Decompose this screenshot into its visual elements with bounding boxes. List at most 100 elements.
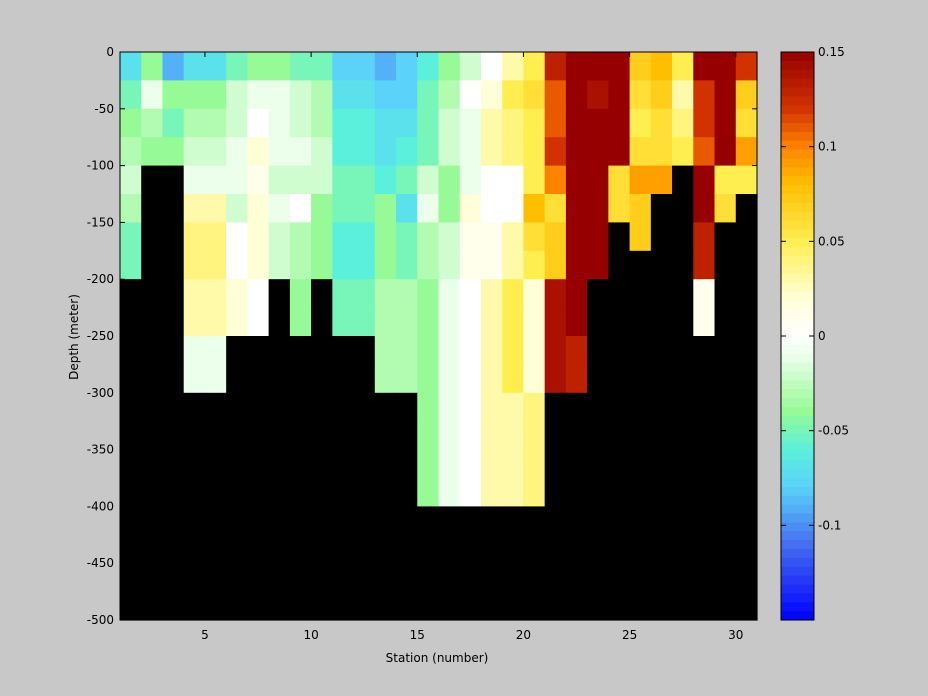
heatmap-cell (311, 80, 333, 110)
heatmap-cell (565, 52, 588, 81)
heatmap-cell (693, 478, 716, 507)
heatmap-cell (672, 250, 694, 280)
heatmap-cell (141, 194, 164, 223)
heatmap-cell (480, 250, 503, 280)
heatmap-cell (438, 137, 461, 167)
heatmap-cell (629, 336, 652, 365)
heatmap-cell (226, 591, 248, 621)
heatmap-cell (608, 250, 631, 280)
heatmap-cell (183, 364, 206, 394)
heatmap-cell (374, 449, 397, 479)
heatmap-cell (459, 250, 482, 280)
heatmap-cell (523, 392, 546, 422)
heatmap-cell (480, 534, 503, 564)
heatmap-cell (162, 421, 185, 451)
heatmap-cell (629, 506, 652, 536)
heatmap-cell (735, 137, 758, 167)
heatmap-cell (565, 222, 588, 252)
heatmap-cell (183, 563, 206, 593)
heatmap-cell (523, 52, 546, 81)
heatmap-cell (268, 165, 291, 195)
heatmap-cell (204, 108, 227, 138)
colorbar-segment (781, 540, 814, 550)
heatmap-cell (289, 108, 312, 138)
heatmap-cell (226, 478, 248, 507)
heatmap-cell (204, 392, 227, 422)
heatmap-cell (204, 165, 227, 195)
heatmap-cell (459, 534, 482, 564)
x-tick-label: 5 (201, 628, 209, 642)
heatmap-cell (459, 563, 482, 593)
heatmap-cell (332, 449, 355, 479)
colorbar-tick-label: 0 (818, 329, 826, 343)
heatmap-cell (735, 506, 758, 536)
heatmap-cell (565, 307, 588, 337)
colorbar-segment (781, 504, 814, 515)
heatmap-cell (523, 478, 546, 507)
heatmap-cell (353, 506, 376, 536)
heatmap-cell (480, 478, 503, 507)
heatmap-cell (141, 336, 164, 365)
heatmap-cell (459, 449, 482, 479)
heatmap-cell (650, 591, 673, 621)
heatmap-cell (523, 194, 546, 223)
heatmap-cell (396, 165, 418, 195)
heatmap-cell (480, 222, 503, 252)
heatmap-cell (226, 222, 248, 252)
heatmap-cell (693, 222, 716, 252)
colorbar-segment (781, 575, 814, 586)
heatmap-cell (289, 392, 312, 422)
heatmap-cell (629, 222, 652, 252)
heatmap-cell (332, 591, 355, 621)
heatmap-cell (502, 222, 525, 252)
heatmap-cell (268, 591, 291, 621)
colorbar-segment (781, 291, 814, 302)
heatmap-cell (120, 137, 142, 167)
heatmap-cell (332, 250, 355, 280)
heatmap-cell (332, 108, 355, 138)
y-tick-label: -500 (87, 613, 114, 627)
heatmap-cell (629, 250, 652, 280)
heatmap-cell (204, 307, 227, 337)
heatmap-cell (289, 364, 312, 394)
heatmap-cell (459, 392, 482, 422)
heatmap-cell (587, 478, 609, 507)
heatmap-cell (629, 80, 652, 110)
heatmap-cell (247, 534, 270, 564)
heatmap-cell (502, 137, 525, 167)
heatmap-cell (204, 591, 227, 621)
heatmap-cell (502, 364, 525, 394)
heatmap-cell (565, 563, 588, 593)
heatmap-cell (714, 478, 737, 507)
heatmap-cell (247, 307, 270, 337)
heatmap-cell (629, 52, 652, 81)
heatmap-cell (226, 364, 248, 394)
heatmap-cell (672, 449, 694, 479)
heatmap-cell (672, 307, 694, 337)
heatmap-cell (672, 392, 694, 422)
heatmap-cell (162, 506, 185, 536)
heatmap-cell (459, 279, 482, 309)
heatmap-cell (629, 392, 652, 422)
heatmap-cell (396, 194, 418, 223)
heatmap-cell (693, 392, 716, 422)
heatmap-cell (480, 421, 503, 451)
heatmap-cell (204, 534, 227, 564)
heatmap-cell (523, 506, 546, 536)
heatmap-cell (247, 279, 270, 309)
heatmap-cell (226, 307, 248, 337)
heatmap-cell (332, 194, 355, 223)
heatmap-cell (268, 392, 291, 422)
heatmap-cell (120, 108, 142, 138)
heatmap-cell (608, 364, 631, 394)
heatmap-cell (438, 449, 461, 479)
heatmap-cell (650, 222, 673, 252)
heatmap-cell (523, 165, 546, 195)
heatmap-cell (289, 478, 312, 507)
heatmap-cell (459, 336, 482, 365)
heatmap-cell (311, 279, 333, 309)
heatmap-cell (459, 108, 482, 138)
heatmap-cell (226, 392, 248, 422)
heatmap-cell (183, 250, 206, 280)
heatmap-cell (693, 80, 716, 110)
